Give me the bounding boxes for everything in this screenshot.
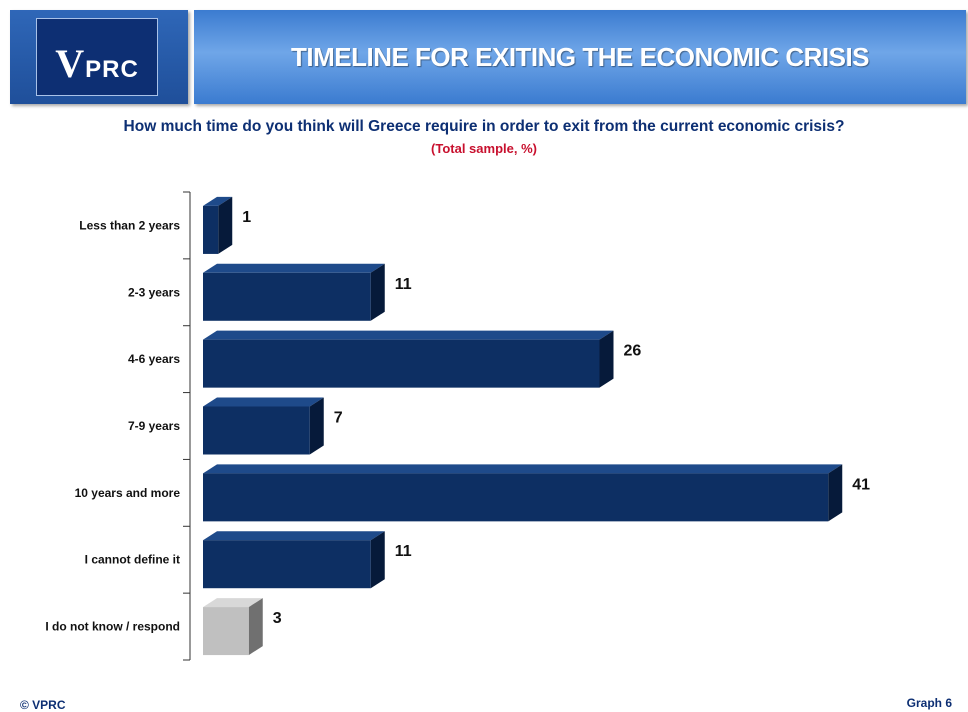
data-label: 1	[242, 209, 251, 226]
category-label: 10 years and more	[75, 486, 181, 500]
data-label: 11	[395, 543, 412, 560]
data-label: 7	[334, 410, 343, 427]
bar-side-face	[599, 330, 614, 388]
bar	[203, 272, 371, 321]
data-label: 41	[852, 476, 870, 493]
bar	[203, 540, 371, 589]
bar-side-face	[218, 196, 233, 254]
logo-letter-v: V	[55, 41, 86, 86]
bar-top-face	[203, 196, 233, 206]
category-label: 2-3 years	[128, 285, 180, 299]
bar	[203, 607, 249, 656]
title-banner: TIMELINE FOR EXITING THE ECONOMIC CRISIS	[194, 10, 966, 104]
category-label: I cannot define it	[85, 553, 180, 567]
page-title: TIMELINE FOR EXITING THE ECONOMIC CRISIS	[290, 41, 870, 72]
bar	[203, 205, 219, 254]
sample-subtitle: (Total sample, %)	[431, 141, 537, 156]
logo-text: VPRC	[37, 40, 157, 87]
vprc-logo: VPRC	[36, 18, 158, 96]
graph-number: Graph 6	[906, 696, 952, 710]
bar-side-face	[309, 397, 324, 455]
bar-top-face	[203, 397, 324, 407]
data-label: 11	[395, 276, 412, 293]
bar	[203, 339, 600, 388]
bar-side-face	[370, 263, 385, 321]
data-label: 3	[273, 610, 282, 627]
category-label: I do not know / respond	[45, 620, 180, 634]
bar	[203, 473, 829, 522]
data-label: 26	[624, 343, 642, 360]
bar-top-face	[203, 464, 843, 474]
logo-letters-prc: PRC	[85, 56, 139, 83]
survey-question: How much time do you think will Greece r…	[123, 118, 845, 135]
bar-side-face	[828, 464, 843, 522]
copyright-text: © VPRC	[20, 698, 66, 712]
category-label: Less than 2 years	[79, 218, 180, 232]
bar	[203, 406, 310, 455]
bar-top-face	[203, 330, 614, 340]
bar-top-face	[203, 598, 263, 608]
bar-side-face	[248, 598, 263, 656]
bar-top-face	[203, 531, 385, 541]
category-label: 7-9 years	[128, 419, 180, 433]
bar-top-face	[203, 263, 385, 273]
logo-panel: VPRC	[10, 10, 188, 104]
bar-side-face	[370, 531, 385, 589]
category-label: 4-6 years	[128, 352, 180, 366]
